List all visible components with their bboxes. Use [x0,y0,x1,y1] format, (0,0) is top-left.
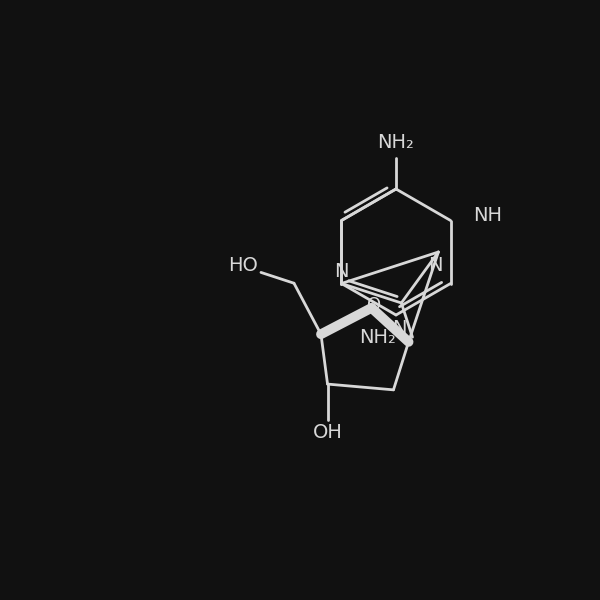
Text: NH₂: NH₂ [359,328,395,347]
Text: N: N [392,319,406,338]
Text: N: N [334,262,349,281]
Text: NH: NH [473,206,502,225]
Text: N: N [428,256,443,275]
Text: O: O [367,296,382,314]
Text: HO: HO [228,256,258,275]
Text: NH₂: NH₂ [377,133,415,152]
Text: OH: OH [313,422,343,442]
